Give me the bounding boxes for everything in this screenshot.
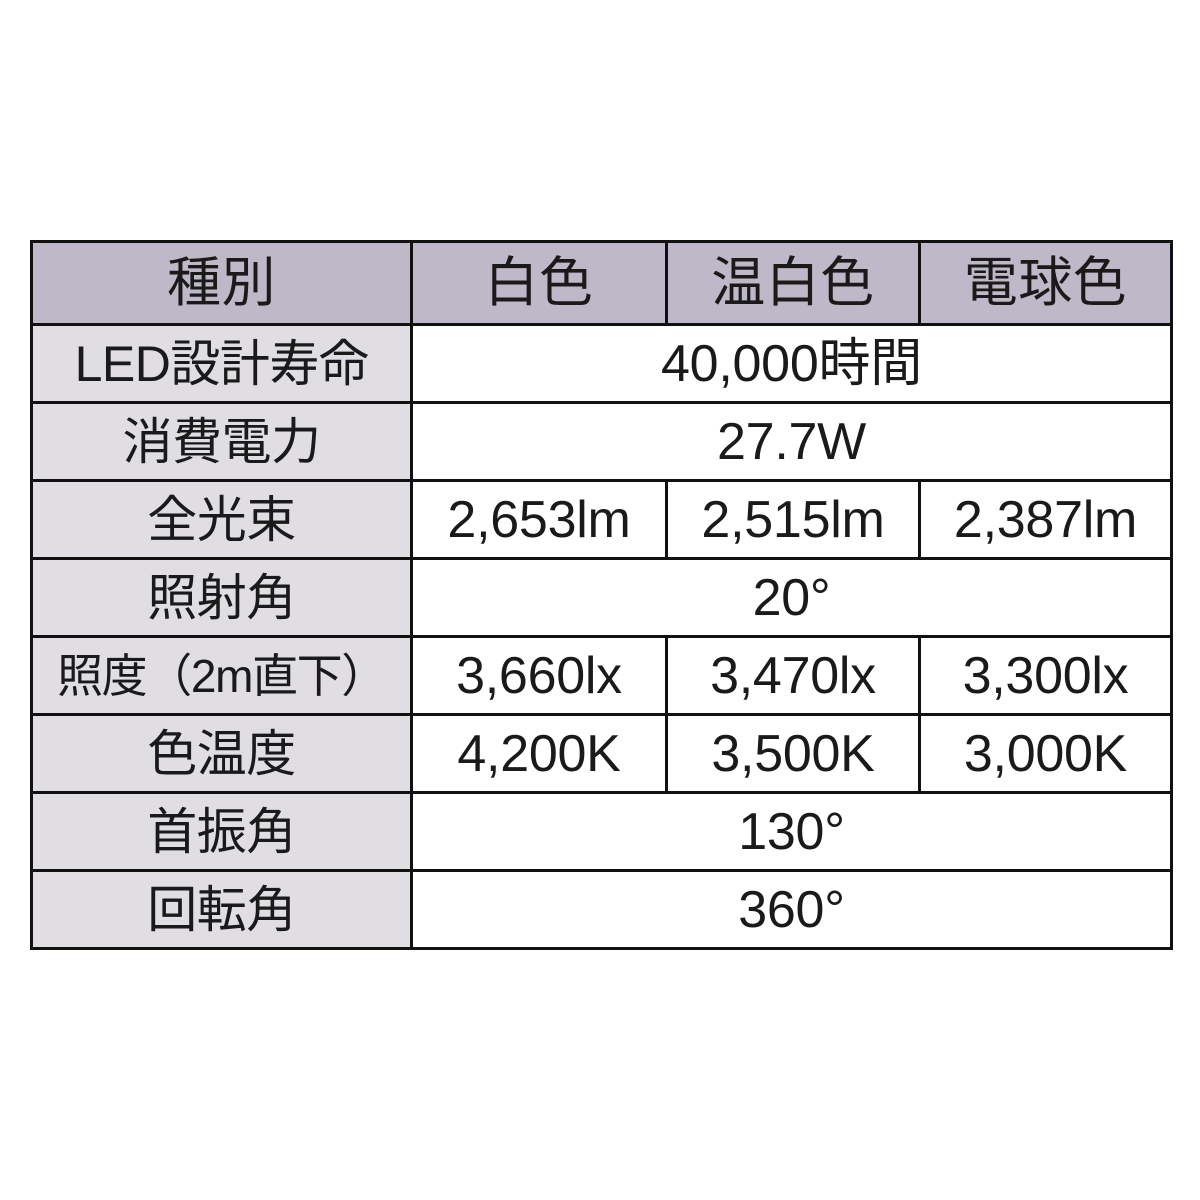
led-specification-table: 種別 白色 温白色 電球色 LED設計寿命 40,000時間 消費電力 27.7… [30,240,1173,950]
spec-table-container: 種別 白色 温白色 電球色 LED設計寿命 40,000時間 消費電力 27.7… [30,240,1173,950]
row-value-color-temperature-bulb-color: 3,000K [918,713,1173,794]
table-row: 回転角 360° [30,869,1173,950]
row-value-luminous-flux-bulb-color: 2,387lm [918,479,1173,560]
row-value-rotation-angle: 360° [410,869,1173,950]
row-label-led-lifetime: LED設計寿命 [30,323,413,404]
row-label-rotation-angle: 回転角 [30,869,413,950]
table-row: LED設計寿命 40,000時間 [30,323,1173,404]
row-value-illuminance-white: 3,660lx [410,635,668,716]
table-row: 照射角 20° [30,557,1173,638]
table-body: LED設計寿命 40,000時間 消費電力 27.7W 全光束 2,653lm … [30,323,1173,950]
row-label-luminous-flux: 全光束 [30,479,413,560]
row-value-color-temperature-white: 4,200K [410,713,668,794]
header-cell-white: 白色 [410,240,668,326]
row-label-swing-angle: 首振角 [30,791,413,872]
table-row: 消費電力 27.7W [30,401,1173,482]
row-value-luminous-flux-warm-white: 2,515lm [665,479,921,560]
row-label-illuminance: 照度（2m直下） [30,635,413,716]
row-value-luminous-flux-white: 2,653lm [410,479,668,560]
header-cell-type: 種別 [30,240,413,326]
row-label-power-consumption: 消費電力 [30,401,413,482]
row-value-swing-angle: 130° [410,791,1173,872]
row-value-color-temperature-warm-white: 3,500K [665,713,921,794]
table-row: 全光束 2,653lm 2,515lm 2,387lm [30,479,1173,560]
row-value-illuminance-warm-white: 3,470lx [665,635,921,716]
row-value-led-lifetime: 40,000時間 [410,323,1173,404]
row-label-color-temperature: 色温度 [30,713,413,794]
table-head: 種別 白色 温白色 電球色 [30,240,1173,326]
row-value-illuminance-bulb-color: 3,300lx [918,635,1173,716]
header-cell-bulb-color: 電球色 [918,240,1173,326]
row-value-power-consumption: 27.7W [410,401,1173,482]
row-value-beam-angle: 20° [410,557,1173,638]
table-row: 照度（2m直下） 3,660lx 3,470lx 3,300lx [30,635,1173,716]
table-row: 首振角 130° [30,791,1173,872]
table-header-row: 種別 白色 温白色 電球色 [30,240,1173,326]
header-cell-warm-white: 温白色 [665,240,921,326]
row-label-beam-angle: 照射角 [30,557,413,638]
table-row: 色温度 4,200K 3,500K 3,000K [30,713,1173,794]
